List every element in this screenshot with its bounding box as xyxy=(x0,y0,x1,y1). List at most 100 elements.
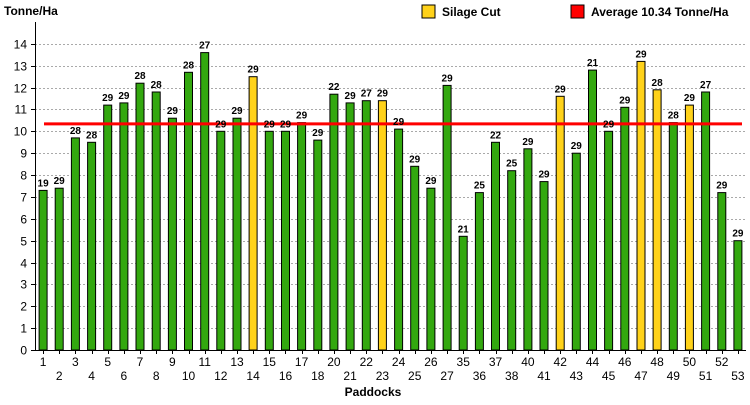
data-label: 28 xyxy=(652,78,664,89)
bar xyxy=(458,235,468,351)
bar xyxy=(329,93,339,351)
bar xyxy=(264,130,274,351)
bar xyxy=(361,100,371,351)
y-tick-label: 3 xyxy=(20,278,27,292)
data-label: 29 xyxy=(215,119,227,130)
x-tick-label: 51 xyxy=(699,369,713,383)
data-label: 21 xyxy=(587,58,599,69)
x-tick-label: 48 xyxy=(650,355,664,369)
bar xyxy=(668,122,678,351)
y-tick-label: 12 xyxy=(14,82,28,96)
bar xyxy=(297,122,307,351)
x-tick-label: 42 xyxy=(554,355,568,369)
data-label: 29 xyxy=(167,106,179,117)
bar xyxy=(636,60,646,351)
data-label: 29 xyxy=(280,119,292,130)
x-axis-title: Paddocks xyxy=(345,385,402,399)
y-axis-title: Tonne/Ha xyxy=(4,4,58,18)
data-label: 29 xyxy=(393,117,405,128)
data-label: 29 xyxy=(102,93,114,104)
y-tick-label: 6 xyxy=(20,213,27,227)
bar xyxy=(87,141,97,351)
data-label: 29 xyxy=(619,95,631,106)
data-label: 29 xyxy=(684,93,696,104)
x-tick-label: 13 xyxy=(230,355,244,369)
data-label: 27 xyxy=(199,41,211,52)
y-tick-label: 8 xyxy=(20,169,27,183)
bar xyxy=(555,95,565,351)
bar xyxy=(652,89,662,351)
bar xyxy=(717,192,727,351)
bar xyxy=(345,102,355,351)
bar xyxy=(119,102,129,351)
y-tick-label: 5 xyxy=(20,235,27,249)
data-label: 21 xyxy=(458,224,470,235)
legend: Silage Cut Average 10.34 Tonne/Ha xyxy=(421,4,729,19)
x-tick-label: 16 xyxy=(279,369,293,383)
x-tick-label: 35 xyxy=(457,355,471,369)
data-label: 27 xyxy=(361,89,373,100)
bar xyxy=(604,130,614,351)
x-tick-label: 1 xyxy=(40,355,47,369)
x-tick-label: 18 xyxy=(311,369,325,383)
bar xyxy=(491,141,500,351)
x-tick-label: 8 xyxy=(153,369,160,383)
x-tick-label: 15 xyxy=(263,355,277,369)
data-label: 29 xyxy=(345,91,357,102)
y-tick-label: 13 xyxy=(14,60,28,74)
x-tick-label: 4 xyxy=(88,369,95,383)
x-tick-label: 21 xyxy=(343,369,357,383)
bar xyxy=(620,106,630,351)
x-tick-label: 6 xyxy=(121,369,128,383)
bar xyxy=(248,76,258,351)
y-tick-label: 0 xyxy=(20,344,27,358)
x-tick-label: 2 xyxy=(56,369,63,383)
data-label: 29 xyxy=(555,84,567,95)
data-label: 29 xyxy=(264,119,276,130)
y-tick-label: 7 xyxy=(20,191,27,205)
legend-item-average: Average 10.34 Tonne/Ha xyxy=(570,4,729,19)
x-tick-label: 11 xyxy=(198,355,211,369)
data-label: 25 xyxy=(474,181,486,192)
x-tick-label: 9 xyxy=(169,355,176,369)
bar xyxy=(54,187,64,351)
bar xyxy=(701,91,711,351)
data-label: 29 xyxy=(312,128,324,139)
data-labels: 19 29 28 28 29 29 28 28 29 28 27 29 29 29 29 29 29 29 22 29… xyxy=(38,41,744,240)
bar xyxy=(588,69,597,351)
bar xyxy=(38,189,48,351)
legend-swatch-silage xyxy=(421,4,436,19)
x-tick-label: 53 xyxy=(731,369,745,383)
bar xyxy=(426,187,436,351)
data-label: 29 xyxy=(635,49,647,60)
x-tick-label: 23 xyxy=(376,369,390,383)
data-label: 29 xyxy=(603,119,615,130)
x-tick-label: 25 xyxy=(408,369,422,383)
bar xyxy=(167,117,177,351)
x-tick-label: 5 xyxy=(104,355,111,369)
data-label: 22 xyxy=(490,130,502,141)
bar xyxy=(507,170,517,351)
data-label: 28 xyxy=(134,71,146,82)
x-tick-label: 49 xyxy=(667,369,681,383)
bar xyxy=(151,91,161,351)
bar xyxy=(684,104,694,351)
bar xyxy=(70,137,80,351)
y-tick-label: 11 xyxy=(15,103,28,117)
bar xyxy=(539,181,549,351)
x-tick-label: 43 xyxy=(570,369,584,383)
x-tick-label: 47 xyxy=(634,369,648,383)
x-tick-label: 44 xyxy=(586,355,600,369)
data-label: 29 xyxy=(296,111,308,122)
data-label: 22 xyxy=(328,82,340,93)
axes xyxy=(35,22,746,351)
data-label: 19 xyxy=(38,178,50,189)
data-label: 29 xyxy=(522,137,534,148)
x-tick-label: 37 xyxy=(489,355,503,369)
x-tick-label: 26 xyxy=(424,355,438,369)
bar xyxy=(733,240,743,351)
bar xyxy=(200,52,210,351)
x-tick-label: 27 xyxy=(440,369,454,383)
x-tick-label: 22 xyxy=(360,355,374,369)
